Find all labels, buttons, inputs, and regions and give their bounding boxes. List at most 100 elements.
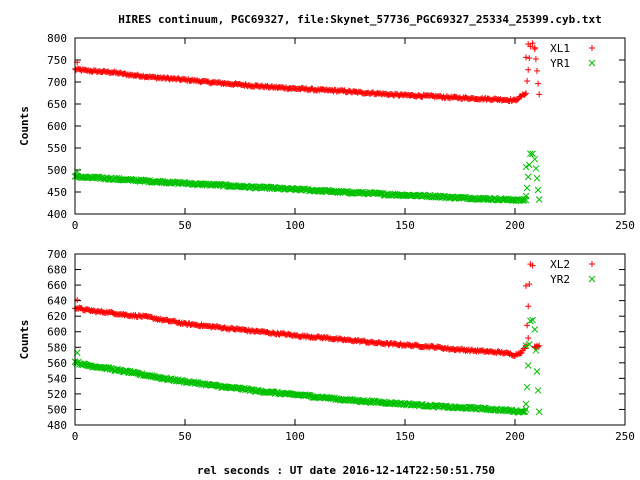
y-tick-label: 500 — [47, 164, 67, 177]
data-point — [519, 408, 527, 416]
data-point — [527, 317, 534, 325]
data-point — [536, 342, 543, 349]
data-point — [524, 78, 531, 85]
data-point — [535, 80, 542, 87]
y-tick-label: 580 — [47, 341, 67, 354]
data-point — [532, 56, 539, 63]
y-tick-label: 620 — [47, 310, 67, 323]
data-point — [522, 192, 530, 200]
data-point — [529, 262, 536, 269]
data-point — [533, 174, 541, 182]
y-axis-label: Counts — [18, 106, 31, 146]
top-plot: 400 450 500 550 600 650 700 750 800 0 50 100 150 200 2… — [18, 32, 635, 232]
data-point — [524, 173, 532, 181]
y-tick-label: 450 — [47, 186, 67, 199]
data-point — [522, 163, 530, 171]
data-point — [526, 281, 533, 288]
data-point — [524, 322, 531, 329]
y-tick-label: 700 — [47, 76, 67, 89]
data-point — [525, 303, 532, 310]
data-point — [535, 408, 543, 416]
data-point — [535, 196, 543, 203]
data-point — [331, 394, 338, 402]
data-point — [529, 150, 536, 158]
series-yr2 — [71, 316, 543, 416]
x-tick-label: 150 — [395, 219, 415, 232]
y-tick-label: 560 — [47, 357, 67, 370]
y-tick-label: 700 — [47, 248, 67, 261]
x-tick-label: 200 — [505, 430, 525, 443]
legend-marker-xl2 — [589, 261, 595, 267]
data-point — [531, 326, 539, 333]
data-point — [527, 150, 534, 158]
legend-marker-yr1 — [588, 59, 596, 67]
legend-marker-xl1 — [589, 45, 595, 51]
legend-label-xl1: XL1 — [550, 42, 570, 55]
y-tick-label: 600 — [47, 326, 67, 339]
data-point — [377, 190, 385, 197]
y-tick-label: 600 — [47, 120, 67, 133]
data-point — [525, 334, 532, 341]
y-tick-label: 400 — [47, 208, 67, 221]
y-axis-label: Counts — [18, 320, 31, 360]
y-tick-label: 520 — [47, 388, 67, 401]
series-yr1 — [71, 150, 543, 205]
data-point — [159, 177, 167, 185]
x-tick-label: 100 — [285, 219, 305, 232]
data-point — [517, 350, 524, 357]
data-point — [518, 349, 525, 356]
data-point — [235, 384, 243, 392]
data-point — [525, 41, 532, 48]
data-point — [524, 362, 532, 369]
x-tick-label: 0 — [72, 430, 79, 443]
legend-label-yr2: YR2 — [550, 273, 570, 286]
data-point — [525, 161, 533, 169]
x-tick-label: 250 — [615, 430, 635, 443]
legend-marker-yr2 — [588, 275, 596, 283]
data-point — [529, 40, 536, 47]
data-point — [526, 55, 533, 62]
data-point — [268, 388, 276, 395]
bottom-plot: 480 500 520 540 560 580 600 620 640 660 680 700 0 50 1… — [18, 248, 635, 443]
plot-frame — [74, 253, 626, 426]
chart-title: HIRES continuum, PGC69327, file:Skynet_5… — [118, 13, 601, 26]
x-tick-label: 50 — [178, 219, 191, 232]
y-tick-label: 660 — [47, 279, 67, 292]
x-tick-label: 100 — [285, 430, 305, 443]
x-tick-label: 200 — [505, 219, 525, 232]
x-tick-label: 250 — [615, 219, 635, 232]
y-tick-label: 750 — [47, 54, 67, 67]
y-tick-label: 640 — [47, 295, 67, 308]
y-tick-label: 540 — [47, 372, 67, 385]
data-point — [462, 405, 469, 413]
x-tick-label: 150 — [395, 430, 415, 443]
x-tick-label: 50 — [178, 430, 191, 443]
data-point — [522, 342, 530, 350]
data-point — [525, 66, 532, 73]
x-axis-label: rel seconds : UT date 2016-12-14T22:50:5… — [197, 464, 495, 477]
data-point — [525, 340, 533, 348]
y-tick-label: 500 — [47, 403, 67, 416]
y-tick-label: 480 — [47, 419, 67, 432]
y-tick-label: 680 — [47, 264, 67, 277]
data-point — [531, 46, 538, 52]
x-tick-label: 0 — [72, 219, 79, 232]
y-tick-label: 550 — [47, 142, 67, 155]
series-xl2 — [72, 261, 543, 359]
data-point — [531, 155, 539, 163]
data-point — [534, 67, 540, 74]
data-point — [533, 368, 541, 375]
data-point — [536, 91, 543, 98]
data-point — [522, 406, 530, 413]
data-point — [534, 186, 542, 194]
data-point — [523, 54, 529, 61]
data-point — [514, 96, 521, 103]
data-point — [522, 400, 530, 408]
data-point — [532, 346, 540, 354]
data-point — [523, 90, 529, 97]
legend-label-xl2: XL2 — [550, 258, 570, 271]
data-point — [221, 181, 228, 189]
data-point — [523, 282, 529, 289]
data-point — [521, 91, 528, 98]
